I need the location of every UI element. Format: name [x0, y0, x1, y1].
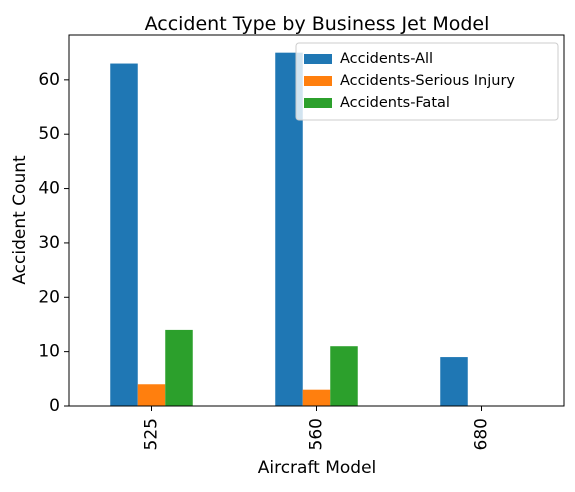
y-tick-label: 0: [49, 396, 60, 416]
x-tick-label: 680: [472, 418, 492, 450]
legend-entry: Accidents-Fatal: [340, 95, 450, 111]
x-tick-label: 525: [142, 418, 162, 450]
bar-accidents-fatal-525: [165, 329, 193, 406]
y-tick-label: 60: [38, 70, 60, 90]
bar-accidents-all-680: [440, 357, 468, 406]
bar-accidents-serious-injury-560: [302, 389, 331, 406]
legend-swatch: [304, 76, 332, 86]
axes-frame: [68, 34, 565, 407]
bar-accidents-all-525: [110, 63, 138, 406]
bar-accidents-fatal-560: [330, 346, 358, 406]
legend-entry: Accidents-Serious Injury: [340, 73, 515, 89]
y-tick-label: 40: [38, 179, 60, 199]
plot-area: 525 560 680 0 10 20 30 40 50 60 Accidents-All Accid…: [38, 34, 565, 450]
y-tick-label: 50: [38, 124, 60, 144]
x-axis-label: Aircraft Model: [258, 458, 377, 478]
y-axis-label: Accident Count: [10, 155, 30, 285]
bar-accidents-serious-injury-525: [137, 384, 166, 406]
y-tick-label: 30: [38, 233, 60, 253]
chart-title: Accident Type by Business Jet Model: [145, 13, 490, 35]
legend-swatch: [304, 98, 332, 108]
legend-box: [295, 42, 559, 121]
y-tick-label: 20: [38, 287, 60, 307]
legend-entry: Accidents-All: [340, 51, 433, 67]
x-tick-label: 560: [307, 418, 327, 450]
y-tick-label: 10: [38, 342, 60, 362]
legend-swatch: [304, 54, 332, 64]
